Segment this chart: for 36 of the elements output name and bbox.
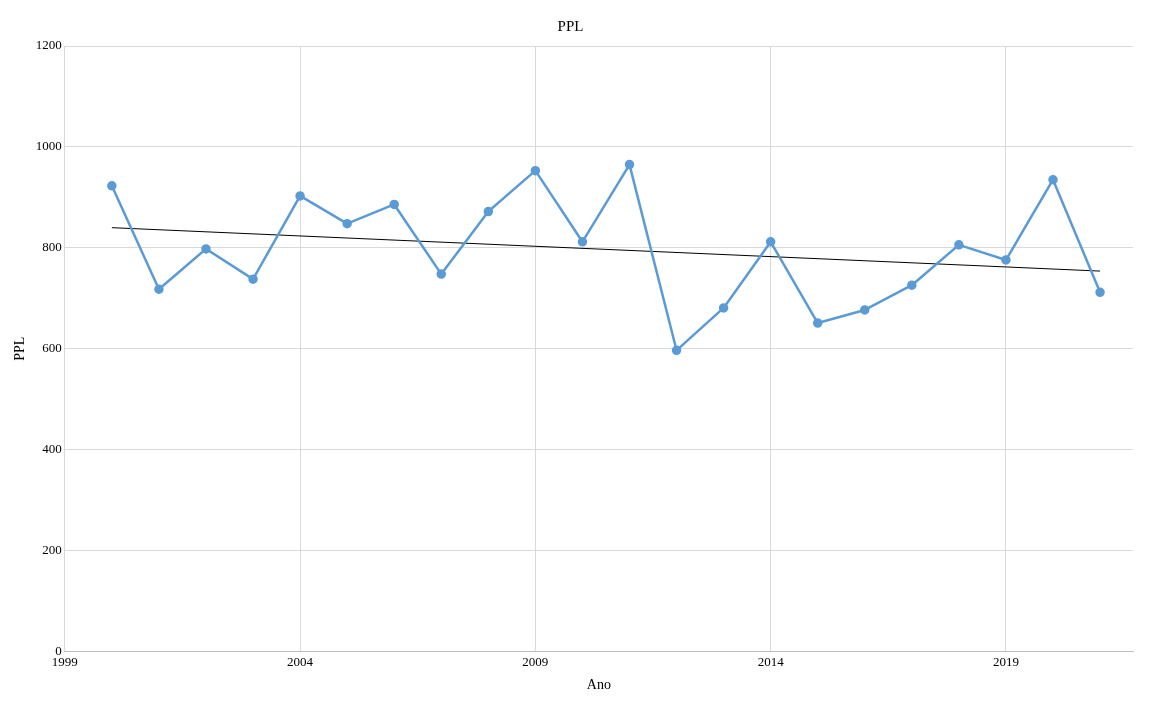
point — [718, 303, 729, 313]
y-tick-label: 1000 — [35, 138, 62, 154]
x-tick-label: 2019 — [992, 653, 1019, 669]
point — [765, 237, 776, 247]
point — [907, 280, 917, 290]
point — [1001, 255, 1011, 265]
y-tick-label: 1200 — [35, 37, 62, 53]
point — [295, 191, 305, 201]
point — [154, 284, 164, 294]
point — [248, 274, 258, 284]
point — [577, 237, 588, 247]
point — [530, 165, 541, 176]
point — [201, 244, 211, 254]
point — [860, 305, 870, 315]
y-tick-label: 600 — [42, 340, 62, 356]
x-tick-label: 2014 — [757, 653, 785, 669]
point — [436, 269, 447, 279]
point — [671, 345, 682, 356]
point — [483, 206, 494, 217]
point — [342, 218, 352, 229]
point — [954, 240, 964, 250]
point — [389, 199, 399, 210]
chart-title: PPL — [557, 17, 584, 34]
y-tick-label: 0 — [55, 643, 62, 659]
point — [812, 318, 823, 328]
y-tick-label: 400 — [42, 441, 62, 457]
point — [624, 159, 635, 170]
point — [1095, 287, 1105, 298]
x-tick-label: 2009 — [522, 653, 549, 669]
point — [107, 181, 117, 191]
y-tick-label: 800 — [42, 239, 62, 255]
y-axis-title: PPL — [12, 336, 28, 361]
x-axis-title: Ano — [586, 677, 611, 693]
point — [1048, 174, 1058, 185]
x-tick-label: 2004 — [287, 653, 314, 669]
y-tick-label: 200 — [42, 542, 62, 558]
